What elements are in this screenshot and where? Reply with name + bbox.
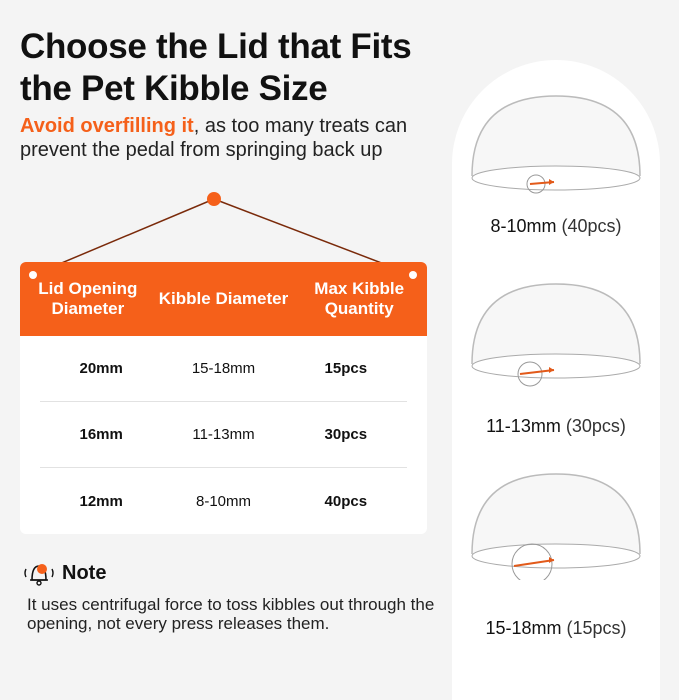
- cell: 12mm: [79, 492, 123, 510]
- table-row: 20mm 15-18mm 15pcs: [40, 336, 407, 402]
- note-title: Note: [62, 561, 107, 584]
- cell: 11-13mm: [192, 426, 255, 443]
- title-line-2: the Pet Kibble Size: [20, 69, 328, 108]
- kibble-table: Lid Opening Diameter Kibble Diameter Max…: [20, 262, 427, 534]
- note-heading: Note: [22, 560, 106, 586]
- lid-caption: 11-13mm (30pcs): [452, 416, 660, 437]
- lid-qty: (30pcs): [565, 416, 626, 436]
- lid-dome-image: [471, 95, 641, 194]
- lid-size: 11-13mm: [486, 416, 561, 436]
- page-title: Choose the Lid that Fits the Pet Kibble S…: [20, 26, 412, 110]
- cell: 15pcs: [324, 360, 368, 377]
- subtitle-rest: , as too many treats can prevent the ped…: [20, 115, 408, 161]
- table-row: 12mm 8-10mm 40pcs: [40, 468, 407, 534]
- bell-icon: [24, 564, 54, 586]
- lid-size: 8-10mm: [490, 216, 557, 236]
- subtitle: Avoid overfilling it, as too many treats…: [20, 114, 430, 162]
- header-max-quantity: Max Kibble Quantity: [314, 279, 405, 318]
- subtitle-highlight: Avoid overfilling it: [20, 115, 194, 137]
- cell: 40pcs: [324, 492, 368, 510]
- table-header: Lid Opening Diameter Kibble Diameter Max…: [20, 262, 427, 336]
- cell: 16mm: [79, 426, 123, 443]
- lid-size: 15-18mm: [485, 618, 562, 638]
- lid-caption: 15-18mm (15pcs): [452, 618, 660, 639]
- lid-qty: (40pcs): [561, 216, 622, 236]
- title-line-1: Choose the Lid that Fits: [20, 27, 412, 66]
- cell: 30pcs: [324, 426, 368, 443]
- lid-caption: 8-10mm (40pcs): [452, 216, 660, 237]
- note-text: It uses centrifugal force to toss kibble…: [27, 595, 435, 633]
- cell: 20mm: [79, 360, 123, 377]
- lid-dome-image: [471, 473, 641, 580]
- lid-dome-image: [471, 283, 641, 387]
- cell: 15-18mm: [191, 360, 256, 377]
- header-lid-opening: Lid Opening Diameter: [38, 279, 138, 318]
- hanger-pin: [207, 192, 221, 206]
- table-row: 16mm 11-13mm 30pcs: [40, 402, 407, 468]
- header-kibble-diameter: Kibble Diameter: [158, 289, 289, 308]
- lid-qty: (15pcs): [566, 618, 627, 638]
- cell: 8-10mm: [195, 492, 251, 510]
